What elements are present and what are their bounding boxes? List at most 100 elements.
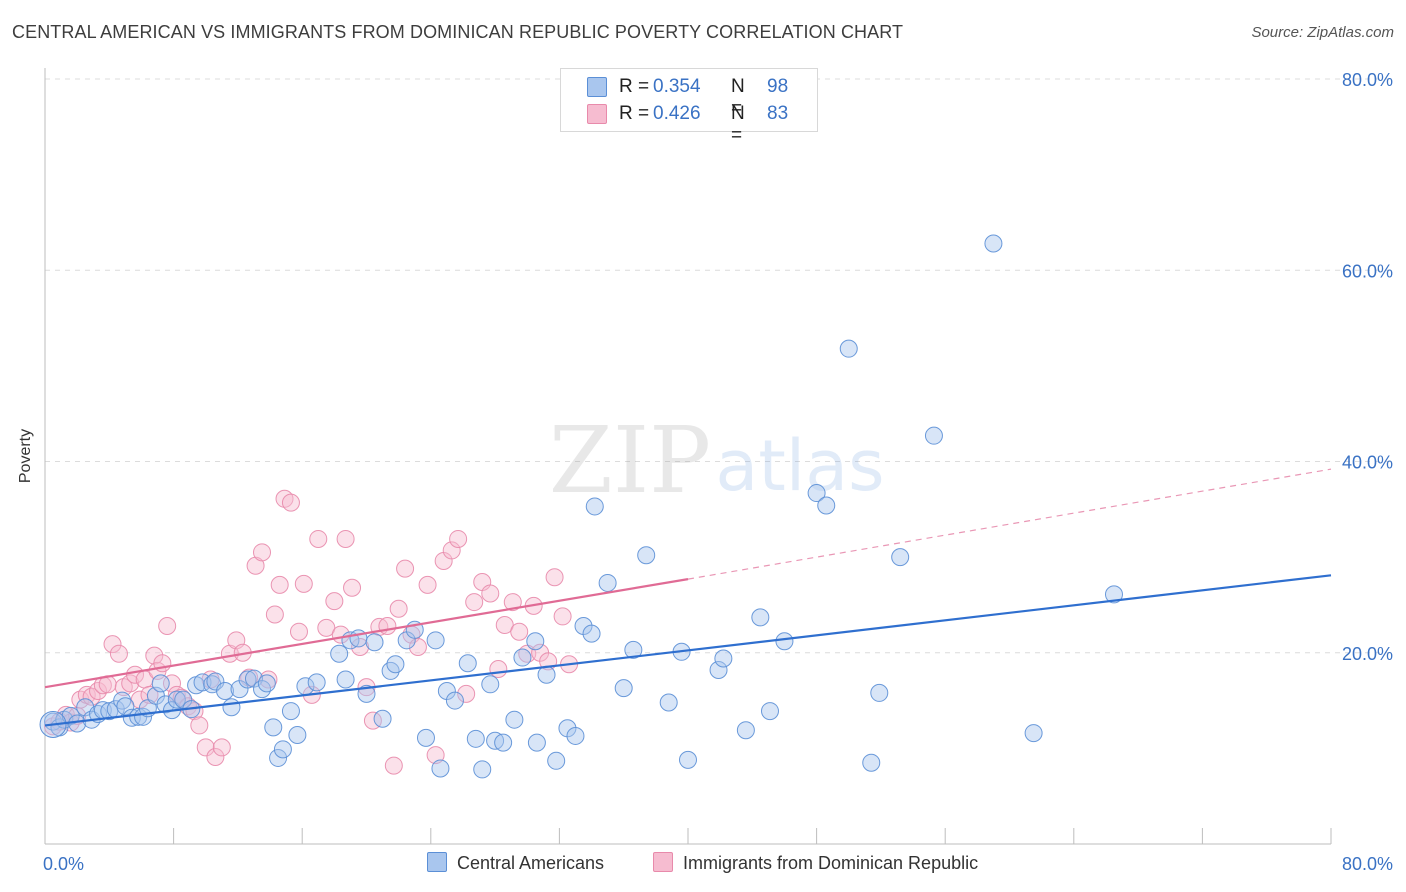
data-point [839,339,858,358]
data-point [526,632,545,651]
data-point [253,543,272,562]
data-point [1104,585,1123,604]
data-point [426,746,445,765]
data-point [585,497,604,516]
data-point [336,670,355,689]
bottom-legend-swatch-pink [653,852,673,872]
data-point [113,691,132,710]
source-label: Source: ZipAtlas.com [1251,24,1394,41]
data-point [116,697,135,716]
data-point [457,684,476,703]
trend-line-dominican [44,578,689,689]
data-point [473,760,492,779]
data-point [307,673,326,692]
data-point [273,740,292,759]
data-point [212,738,231,757]
x-tick-label: 80.0% [1342,854,1393,874]
y-tick-label: 80.0% [1342,70,1393,90]
data-point [418,575,437,594]
data-point [365,633,384,652]
watermark-atlas: atlas [715,425,884,507]
data-point [624,640,643,659]
data-point [330,644,349,663]
trend-lines [44,468,1332,727]
data-point [614,679,633,698]
data-point [537,665,556,684]
data-point [547,751,566,770]
legend-r-value: 0.426 [653,103,701,124]
data-point [449,529,468,548]
legend-n-value: 83 [767,103,789,124]
data-point [206,747,225,766]
data-point [481,584,500,603]
data-point [336,529,355,548]
legend-n-label: N = [731,76,745,119]
data-point [325,592,344,611]
legend-n-value: 98 [767,76,789,97]
data-point [389,599,408,618]
data-point [751,608,770,627]
data-point [222,698,241,717]
data-point [566,726,585,745]
legend-r-label: R = [619,103,650,124]
data-point [505,710,524,729]
data-point [238,670,257,689]
y-tick-label: 60.0% [1342,261,1393,281]
bottom-legend-central-americans[interactable]: Central Americans [427,852,604,874]
data-point [270,575,289,594]
data-point [582,624,601,643]
data-point [465,593,484,612]
data-point [659,693,678,712]
y-tick-label: 20.0% [1342,644,1393,664]
legend-swatch-blue [587,77,607,97]
data-point [281,493,300,512]
data-point [206,672,225,691]
data-point [489,660,508,679]
data-point [357,684,376,703]
data-point [269,748,288,767]
data-point [545,568,564,587]
data-point [281,702,300,721]
bottom-legend-label: Central Americans [457,853,605,873]
data-point [378,616,397,635]
legend-n-label: N = [731,103,745,146]
series-central-american-points [39,234,1123,779]
chart-title: CENTRAL AMERICAN VS IMMIGRANTS FROM DOMI… [12,22,904,42]
data-point [253,680,272,699]
data-point [190,716,209,735]
data-point [89,682,108,700]
data-point [807,484,826,503]
data-point [140,685,159,704]
data-point [373,709,392,728]
data-point [513,648,532,667]
data-point [103,635,122,654]
data-point [503,593,522,612]
data-point [458,654,477,673]
data-point [984,234,1003,253]
x-tick-label: 0.0% [43,854,84,874]
data-point [494,733,513,752]
series-dominican-points [44,489,579,775]
legend: R = 0.354 N = 98 R = 0.426 N = 83 [560,68,818,146]
bottom-legend-dominican[interactable]: Immigrants from Dominican Republic [653,852,978,874]
data-point [736,721,755,740]
data-point [679,750,697,769]
data-point [426,631,445,650]
data-point [481,675,500,694]
data-point [445,691,464,710]
data-point [294,574,313,593]
data-point [109,644,128,663]
data-point [386,655,405,674]
data-point [924,426,943,445]
bottom-legend-label: Immigrants from Dominican Republic [683,853,979,873]
data-point [862,753,881,772]
data-point [870,683,889,702]
data-point [196,738,215,757]
data-point [158,616,177,635]
data-point [264,718,283,737]
tick-labels: 20.0% 40.0% 60.0% 80.0% 0.0% 80.0% [43,70,1393,874]
bottom-legend-swatch-blue [427,852,447,872]
data-point [167,690,186,709]
data-point [396,559,415,578]
